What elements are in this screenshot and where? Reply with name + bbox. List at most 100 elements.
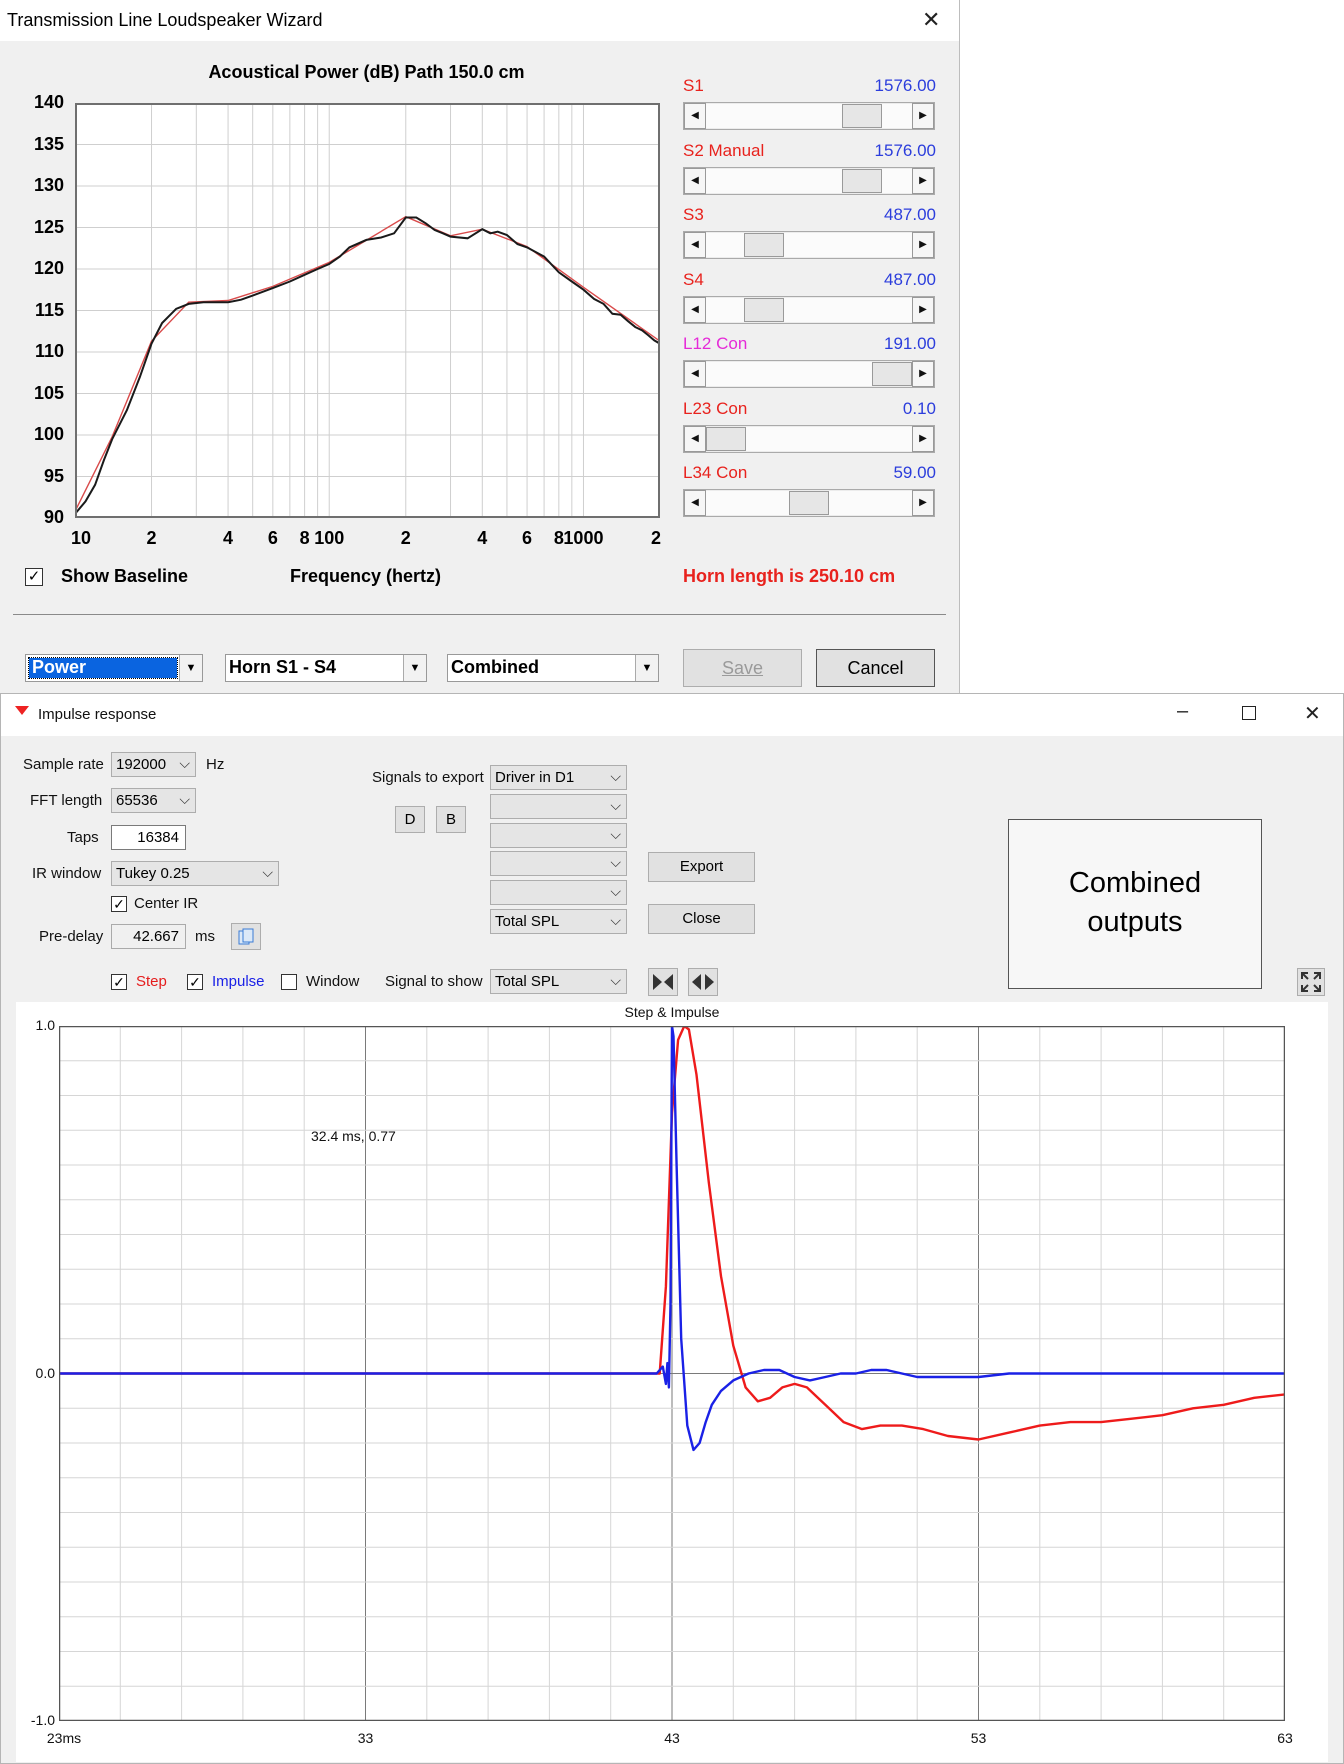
x-tick-label: 8	[553, 528, 564, 548]
impulse-title-bar: Impulse response – ✕	[1, 694, 1343, 736]
wizard-close-icon[interactable]: ✕	[922, 7, 941, 32]
y-tick-label: 105	[33, 382, 64, 403]
fullscreen-button[interactable]	[1297, 968, 1325, 996]
export-signal-select-2[interactable]: ⌵	[490, 794, 627, 819]
scroll-thumb[interactable]	[872, 362, 912, 386]
slider-value: 487.00	[884, 269, 936, 289]
taps-input[interactable]: 16384	[111, 825, 186, 850]
minimize-icon[interactable]: –	[1177, 700, 1189, 722]
x-tick-label: 1000	[563, 528, 604, 548]
x-tick-label: 63	[1277, 1730, 1293, 1746]
maximize-icon[interactable]	[1242, 706, 1256, 720]
chevron-down-icon[interactable]: ▼	[635, 655, 658, 681]
slider-scrollbar[interactable]: ◀ ▶	[683, 360, 935, 388]
scroll-thumb[interactable]	[842, 168, 883, 193]
scroll-track[interactable]	[706, 233, 745, 257]
horn-combo[interactable]: Horn S1 - S4 ▼	[225, 654, 427, 682]
window-checkbox[interactable]	[281, 974, 297, 990]
impulse-checkbox[interactable]: ✓	[187, 974, 203, 990]
fft-length-select[interactable]: 65536 ⌵	[111, 788, 196, 813]
chevron-down-icon: ⌵	[610, 912, 621, 928]
y-tick-label: 120	[33, 258, 64, 278]
export-signal-select-4[interactable]: ⌵	[490, 851, 627, 876]
chevron-down-icon[interactable]: ▼	[179, 655, 202, 681]
slider-scrollbar[interactable]: ◀ ▶	[683, 231, 935, 259]
scroll-thumb[interactable]	[789, 491, 829, 515]
impulse-label[interactable]: Impulse	[212, 973, 265, 990]
scroll-thumb[interactable]	[842, 104, 883, 128]
d-button[interactable]: D	[395, 806, 425, 833]
center-ir-label[interactable]: Center IR	[134, 895, 199, 912]
scroll-thumb[interactable]	[744, 233, 785, 257]
slider-scrollbar[interactable]: ◀ ▶	[683, 424, 935, 453]
save-button[interactable]: Save	[683, 649, 802, 687]
scroll-right-icon[interactable]: ▶	[912, 425, 934, 452]
step-label[interactable]: Step	[136, 973, 167, 990]
scroll-right-icon[interactable]: ▶	[912, 103, 934, 129]
step-checkbox[interactable]: ✓	[111, 974, 127, 990]
scroll-right-icon[interactable]: ▶	[912, 296, 934, 323]
scroll-left-icon[interactable]: ◀	[684, 296, 706, 323]
scroll-track[interactable]	[882, 104, 912, 128]
chevron-down-icon[interactable]: ▼	[403, 655, 426, 681]
zoom-in-x-button[interactable]	[648, 968, 678, 996]
scroll-right-icon[interactable]: ▶	[912, 232, 934, 258]
power-combo-value: Power	[32, 657, 87, 677]
x-tick-label: 8	[299, 528, 310, 548]
scroll-track[interactable]	[784, 297, 912, 322]
step-impulse-chart	[59, 1026, 1285, 1721]
signal-to-show-select[interactable]: Total SPL ⌵	[490, 969, 627, 994]
scroll-track[interactable]	[706, 362, 872, 386]
pre-delay-label: Pre-delay	[39, 928, 104, 945]
slider-scrollbar[interactable]: ◀ ▶	[683, 102, 935, 130]
scroll-left-icon[interactable]: ◀	[684, 490, 706, 516]
copy-button[interactable]	[231, 923, 261, 950]
show-baseline-checkbox[interactable]: ✓	[25, 568, 43, 586]
show-baseline-label[interactable]: Show Baseline	[61, 566, 189, 586]
slider-scrollbar[interactable]: ◀ ▶	[683, 295, 935, 324]
scroll-track[interactable]	[706, 297, 745, 322]
pre-delay-input[interactable]: 42.667	[111, 924, 186, 949]
scroll-thumb[interactable]	[706, 426, 746, 451]
export-signal-select-5[interactable]: ⌵	[490, 880, 627, 905]
sample-rate-select[interactable]: 192000 ⌵	[111, 752, 196, 777]
combined-combo[interactable]: Combined ▼	[447, 654, 659, 682]
close-icon[interactable]: ✕	[1304, 703, 1321, 725]
zoom-out-x-button[interactable]	[688, 968, 718, 996]
copy-icon	[238, 928, 254, 945]
slider-scrollbar[interactable]: ◀ ▶	[683, 166, 935, 195]
window-label[interactable]: Window	[306, 973, 360, 990]
scroll-right-icon[interactable]: ▶	[912, 490, 934, 516]
scroll-track[interactable]	[706, 104, 843, 128]
scroll-left-icon[interactable]: ◀	[684, 425, 706, 452]
scroll-right-icon[interactable]: ▶	[912, 361, 934, 387]
wizard-chart-title: Acoustical Power (dB) Path 150.0 cm	[208, 62, 525, 82]
scroll-left-icon[interactable]: ◀	[684, 361, 706, 387]
combo-selection-highlight	[28, 657, 178, 679]
export-signal-select-1[interactable]: Driver in D1 ⌵	[490, 765, 627, 790]
scroll-track[interactable]	[706, 491, 789, 515]
b-button[interactable]: B	[436, 806, 466, 833]
scroll-track[interactable]	[746, 426, 912, 451]
ir-window-value: Tukey 0.25	[116, 865, 190, 882]
scroll-thumb[interactable]	[744, 297, 785, 322]
scroll-track[interactable]	[784, 233, 912, 257]
export-signal-select-3[interactable]: ⌵	[490, 823, 627, 848]
scroll-track[interactable]	[706, 168, 843, 193]
close-button[interactable]: Close	[648, 904, 755, 934]
power-combo[interactable]: Power ▼	[25, 654, 203, 682]
scroll-track[interactable]	[829, 491, 912, 515]
ir-window-select[interactable]: Tukey 0.25 ⌵	[111, 861, 279, 886]
scroll-left-icon[interactable]: ◀	[684, 232, 706, 258]
cancel-button[interactable]: Cancel	[816, 649, 935, 687]
scroll-left-icon[interactable]: ◀	[684, 103, 706, 129]
app-icon	[15, 706, 29, 715]
scroll-right-icon[interactable]: ▶	[912, 167, 934, 194]
combined-outputs-panel[interactable]: Combined outputs	[1008, 819, 1262, 989]
center-ir-checkbox[interactable]: ✓	[111, 896, 127, 912]
slider-scrollbar[interactable]: ◀ ▶	[683, 489, 935, 517]
export-button[interactable]: Export	[648, 852, 755, 882]
scroll-track[interactable]	[882, 168, 912, 193]
scroll-left-icon[interactable]: ◀	[684, 167, 706, 194]
export-signal-select-6[interactable]: Total SPL ⌵	[490, 909, 627, 934]
